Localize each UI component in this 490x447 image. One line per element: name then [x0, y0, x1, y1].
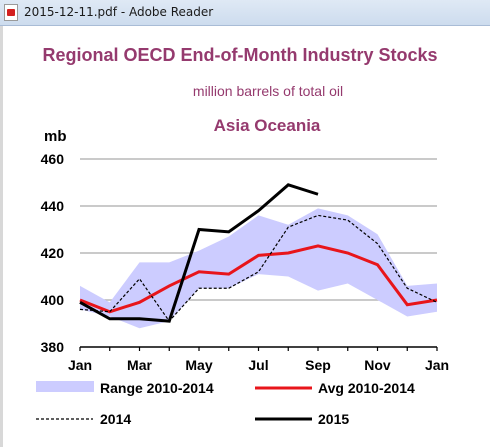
x-tick-labels: Jan Mar May Jul Sep Nov Jan	[68, 357, 449, 373]
chart-title: Regional OECD End-of-Month Industry Stoc…	[43, 45, 438, 65]
y-tick-label: 380	[41, 339, 65, 355]
legend-swatch-range	[36, 381, 94, 392]
pdf-file-icon	[4, 4, 18, 21]
y-tick-labels: 380 400 420 440 460	[41, 151, 65, 355]
x-tick-label: Jul	[248, 357, 268, 373]
window-title: 2015-12-11.pdf - Adobe Reader	[24, 5, 214, 19]
axes	[79, 346, 438, 351]
x-tick-label: Mar	[127, 357, 152, 373]
y-tick-label: 440	[41, 198, 65, 214]
legend: Range 2010-2014 Avg 2010-2014 2014 2015	[36, 380, 415, 427]
y-tick-label: 400	[41, 292, 65, 308]
legend-item-2015: 2015	[255, 411, 349, 427]
x-tick-label: Jan	[68, 357, 92, 373]
series-line-2015	[79, 183, 319, 323]
x-tick-label: May	[185, 357, 212, 373]
legend-label-2015: 2015	[318, 411, 349, 427]
legend-item-2014: 2014	[36, 411, 131, 427]
x-tick-label: Nov	[364, 357, 391, 373]
legend-label-avg: Avg 2010-2014	[318, 380, 415, 396]
y-tick-label: 460	[41, 151, 65, 167]
series-line-avg-2010-2014	[79, 244, 438, 314]
chart-subtitle: million barrels of total oil	[193, 83, 343, 99]
chart-region: Asia Oceania	[214, 116, 321, 135]
y-tick-label: 420	[41, 245, 65, 261]
legend-label-range: Range 2010-2014	[100, 380, 214, 396]
x-tick-label: Sep	[305, 357, 331, 373]
series-line-2014	[79, 214, 438, 323]
y-axis-label: mb	[44, 128, 67, 145]
window-titlebar[interactable]: 2015-12-11.pdf - Adobe Reader	[0, 0, 490, 26]
range-band	[80, 208, 437, 329]
series-layer	[79, 183, 438, 323]
legend-label-2014: 2014	[100, 411, 131, 427]
legend-item-avg: Avg 2010-2014	[255, 380, 415, 396]
page-edge	[0, 26, 3, 447]
range-band-layer	[80, 208, 437, 329]
x-tick-label: Jan	[425, 357, 449, 373]
legend-item-range: Range 2010-2014	[36, 380, 214, 396]
